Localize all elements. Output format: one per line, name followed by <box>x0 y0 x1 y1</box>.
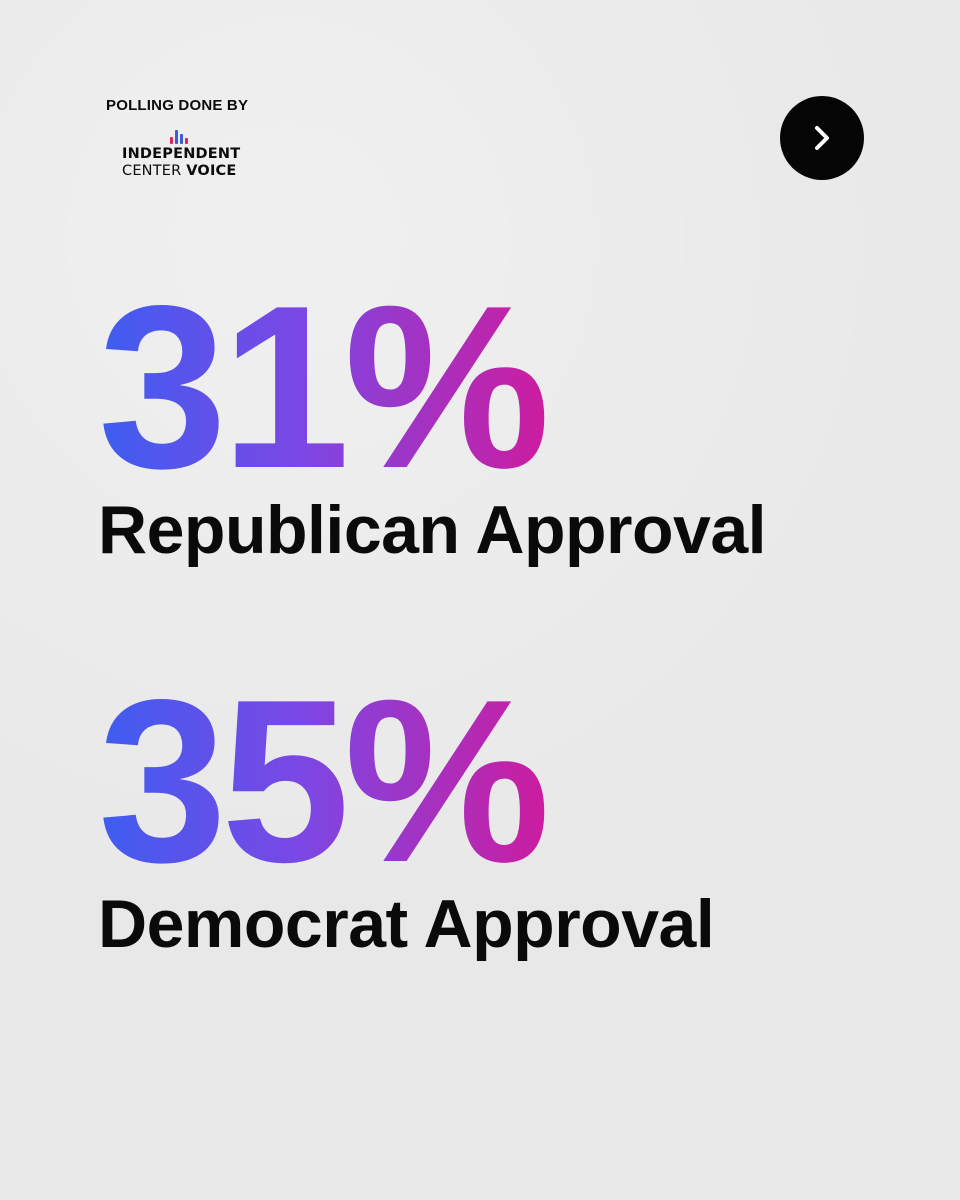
republican-approval-value: 31% <box>98 272 554 504</box>
header: POLLING DONE BY INDEPENDENT CENTER VOICE <box>106 97 249 179</box>
republican-stat: 31% Republican Approval <box>98 272 767 568</box>
independent-center-voice-logo: INDEPENDENT CENTER VOICE <box>122 127 282 183</box>
logo-line-2-bold: VOICE <box>186 163 237 179</box>
next-button[interactable] <box>780 96 864 180</box>
logo-line-1: INDEPENDENT <box>122 146 241 162</box>
bar-chart-icon <box>170 130 190 144</box>
polling-label: POLLING DONE BY <box>106 97 249 114</box>
democrat-approval-label: Democrat Approval <box>98 886 715 962</box>
democrat-stat: 35% Democrat Approval <box>98 666 715 962</box>
democrat-approval-value: 35% <box>98 666 554 898</box>
logo-line-2: CENTER VOICE <box>122 163 237 179</box>
chevron-right-icon <box>815 126 829 150</box>
republican-approval-label: Republican Approval <box>98 492 767 568</box>
logo-line-2-regular: CENTER <box>122 163 187 179</box>
